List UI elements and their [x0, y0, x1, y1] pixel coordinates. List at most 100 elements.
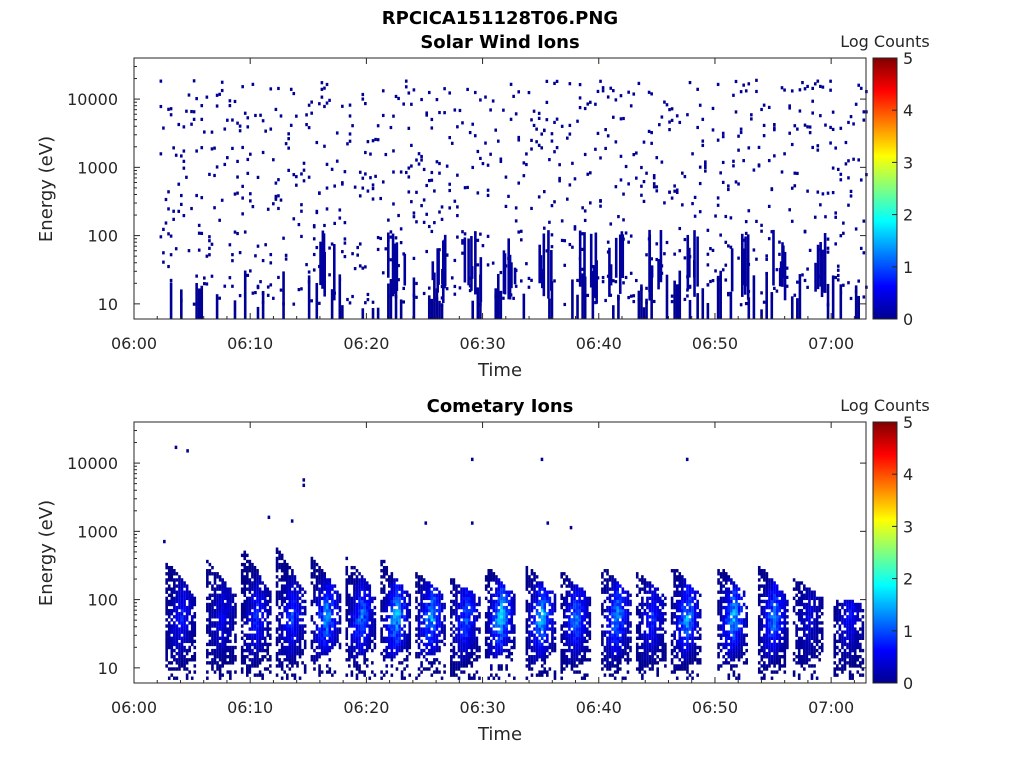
heatmap-cell [548, 599, 552, 604]
heatmap-cell [399, 170, 403, 174]
heatmap-cell [185, 651, 189, 656]
heatmap-cell [315, 282, 319, 319]
heatmap-cell [528, 633, 531, 637]
heatmap-cell [578, 642, 581, 647]
heatmap-cell [223, 605, 227, 610]
heatmap-cell [613, 615, 617, 619]
heatmap-cell [450, 578, 453, 582]
heatmap-cell [450, 642, 453, 647]
heatmap-cell [673, 664, 676, 668]
heatmap-cell [565, 658, 569, 662]
heatmap-cell [673, 670, 676, 674]
heatmap-cell [661, 639, 665, 644]
heatmap-cell [251, 584, 254, 588]
heatmap-cell [543, 612, 547, 616]
heatmap-cell [285, 602, 289, 607]
heatmap-cell [175, 639, 179, 644]
heatmap-cell [303, 645, 307, 650]
heatmap-cell [427, 178, 431, 183]
heatmap-cell [656, 612, 659, 616]
heatmap-cell [223, 162, 227, 167]
heatmap-cell [796, 280, 799, 284]
heatmap-cell [376, 124, 380, 128]
heatmap-cell [513, 593, 516, 597]
heatmap-cell [653, 618, 657, 622]
heatmap-cell [635, 572, 639, 576]
heatmap-cell [608, 624, 612, 628]
heatmap-cell [560, 602, 564, 607]
heatmap-cell [175, 605, 179, 610]
heatmap-cell [185, 639, 189, 644]
heatmap-cell [648, 590, 652, 594]
heatmap-cell [497, 587, 501, 591]
heatmap-cell [236, 231, 239, 236]
heatmap-cell [351, 124, 354, 128]
heatmap-cell [641, 651, 644, 656]
heatmap-cell [358, 581, 361, 585]
heatmap-cell [167, 572, 171, 576]
heatmap-cell [190, 627, 194, 631]
heatmap-cell [173, 627, 176, 631]
heatmap-cell [500, 630, 503, 634]
heatmap-cell [565, 633, 569, 637]
heatmap-cell [510, 605, 514, 610]
heatmap-cell [629, 630, 632, 634]
heatmap-cell [575, 670, 579, 674]
heatmap-cell [565, 599, 569, 604]
heatmap-cell [601, 280, 605, 284]
heatmap-cell [404, 170, 408, 175]
heatmap-cell [500, 590, 503, 594]
heatmap-cell [608, 667, 612, 671]
heatmap-cell [380, 676, 383, 680]
heatmap-cell [528, 645, 531, 650]
heatmap-cell [573, 648, 576, 653]
heatmap-cell [517, 230, 521, 234]
heatmap-cell [613, 639, 617, 644]
heatmap-cell [249, 192, 252, 196]
heatmap-cell [427, 627, 431, 631]
heatmap-cell [580, 605, 584, 610]
heatmap-cell [457, 584, 461, 588]
heatmap-cell [573, 651, 576, 656]
heatmap-cell [278, 621, 281, 625]
heatmap-cell [530, 569, 534, 573]
heatmap-cell [573, 645, 576, 650]
heatmap-cell [390, 655, 394, 659]
heatmap-cell [492, 645, 496, 650]
heatmap-cell [278, 664, 281, 668]
heatmap-cell [165, 618, 168, 622]
heatmap-cell [543, 621, 547, 625]
heatmap-cell [462, 642, 466, 647]
heatmap-cell [223, 648, 227, 653]
heatmap-cell [331, 639, 334, 644]
heatmap-cell [307, 126, 311, 130]
heatmap-cell [398, 599, 401, 604]
heatmap-cell [382, 596, 386, 601]
heatmap-cell [368, 676, 372, 680]
heatmap-cell [596, 276, 600, 280]
heatmap-cell [417, 630, 421, 634]
heatmap-cell [358, 621, 361, 625]
heatmap-cell [465, 599, 468, 604]
heatmap-cell [568, 618, 571, 622]
heatmap-cell [323, 627, 326, 631]
heatmap-cell [298, 584, 302, 588]
heatmap-cell [675, 190, 679, 195]
heatmap-cell [407, 126, 411, 130]
heatmap-cell [303, 612, 307, 616]
heatmap-cell [425, 593, 429, 597]
heatmap-cell [318, 191, 321, 195]
heatmap-cell [417, 584, 421, 588]
heatmap-cell [465, 605, 468, 610]
heatmap-cell [640, 193, 643, 197]
heatmap-cell [283, 578, 287, 582]
heatmap-cell [216, 602, 219, 607]
heatmap-cell [475, 670, 479, 674]
heatmap-cell [530, 278, 533, 282]
heatmap-cell [484, 584, 488, 588]
heatmap-cell [355, 575, 359, 579]
heatmap-cell [256, 645, 259, 650]
heatmap-cell [193, 658, 197, 662]
heatmap-cell [323, 593, 326, 597]
heatmap-cell [278, 661, 281, 665]
